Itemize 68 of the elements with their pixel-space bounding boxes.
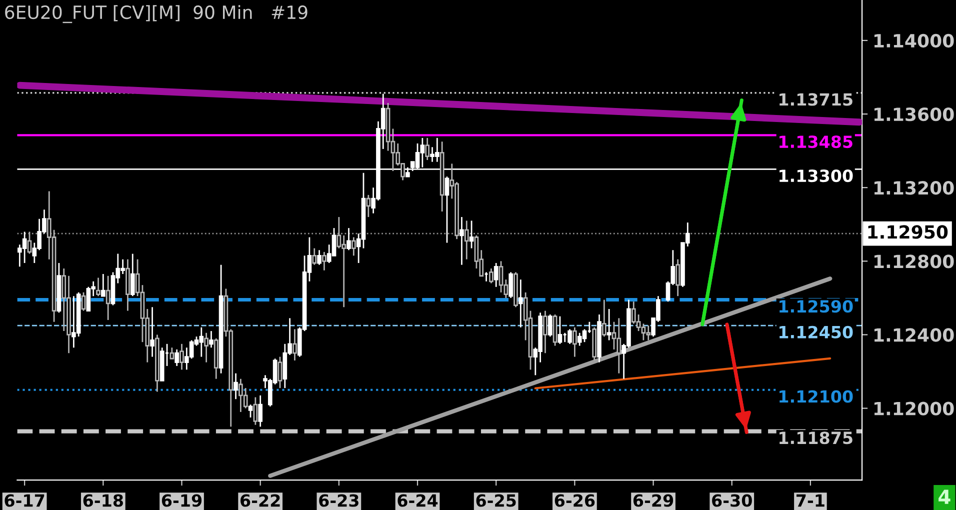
candlestick bbox=[489, 268, 494, 284]
y-tick-label: 1.13600 bbox=[874, 107, 954, 122]
y-tick-label: 1.12800 bbox=[874, 254, 954, 268]
candlestick bbox=[106, 275, 110, 321]
candlestick bbox=[150, 306, 154, 358]
candlestick bbox=[96, 277, 100, 297]
candlestick bbox=[558, 316, 562, 345]
x-tick-label: 6-22 bbox=[240, 494, 280, 507]
ref-line-label: 1.13485 bbox=[780, 135, 852, 148]
ref-line-label: 1.12950 bbox=[868, 225, 948, 239]
ref-line-label: 1.13715 bbox=[780, 93, 852, 106]
y-tick-label: 1.12000 bbox=[874, 402, 954, 416]
candlestick bbox=[253, 396, 258, 426]
candlestick bbox=[494, 262, 498, 288]
candlestick bbox=[508, 271, 514, 299]
candlestick bbox=[572, 326, 577, 358]
x-tick-label: 6-23 bbox=[319, 494, 358, 507]
text: 4 bbox=[938, 490, 950, 504]
candlestick bbox=[209, 330, 214, 348]
ref-line-label: 1.12100 bbox=[780, 390, 853, 403]
candlestick bbox=[130, 253, 135, 297]
x-tick-label: 7-1 bbox=[796, 494, 824, 507]
candlestick bbox=[518, 278, 523, 328]
candlestick bbox=[606, 308, 612, 341]
candlestick bbox=[248, 404, 253, 418]
candlestick bbox=[602, 299, 606, 338]
ref-line-label: 1.12590 bbox=[780, 300, 853, 313]
candlestick bbox=[174, 348, 180, 367]
candlestick bbox=[317, 249, 322, 266]
candlestick bbox=[543, 310, 548, 354]
x-tick-label: 6-26 bbox=[554, 494, 595, 507]
x-tick-label: 6-17 bbox=[4, 494, 44, 507]
candlestick bbox=[425, 137, 430, 161]
candlestick bbox=[346, 227, 351, 251]
x-tick-label: 6-19 bbox=[162, 494, 202, 507]
candlestick bbox=[460, 216, 464, 266]
ref-line-label: 1.12450 bbox=[780, 326, 853, 338]
candlestick bbox=[170, 346, 174, 360]
candlestick bbox=[548, 314, 552, 338]
y-tick-label: 1.12400 bbox=[874, 328, 954, 342]
x-tick-label: 6-30 bbox=[712, 494, 752, 507]
candlestick bbox=[100, 273, 106, 297]
candlestick bbox=[568, 328, 572, 345]
candlestick bbox=[676, 258, 680, 297]
candlestick bbox=[258, 394, 263, 428]
candlestick bbox=[81, 292, 86, 312]
x-tick-label: 6-18 bbox=[83, 494, 123, 507]
candlestick bbox=[322, 251, 326, 272]
y-tick-label: 1.14000 bbox=[874, 34, 954, 48]
candlestick bbox=[366, 194, 371, 218]
candlestick bbox=[180, 343, 184, 370]
candlestick bbox=[234, 372, 238, 400]
candlestick bbox=[469, 220, 474, 249]
candlestick bbox=[444, 176, 450, 244]
candlestick bbox=[292, 328, 297, 362]
candlestick bbox=[312, 248, 317, 266]
candlestick bbox=[464, 220, 469, 260]
candlestick bbox=[278, 356, 282, 389]
ref-line-label: 1.13300 bbox=[780, 169, 853, 182]
ref-line-label: 1.11875 bbox=[780, 432, 852, 444]
candlestick bbox=[351, 236, 356, 256]
x-tick-label: 6-25 bbox=[476, 494, 516, 507]
candlestick bbox=[204, 332, 208, 364]
candlestick bbox=[27, 231, 32, 254]
x-tick-label: 6-24 bbox=[398, 494, 438, 507]
y-tick-label: 1.13200 bbox=[874, 181, 954, 195]
x-tick-label: 6-29 bbox=[633, 494, 674, 507]
chart-title: 6EU20_FUT [CV][M] 90 Min #19 bbox=[5, 5, 308, 24]
